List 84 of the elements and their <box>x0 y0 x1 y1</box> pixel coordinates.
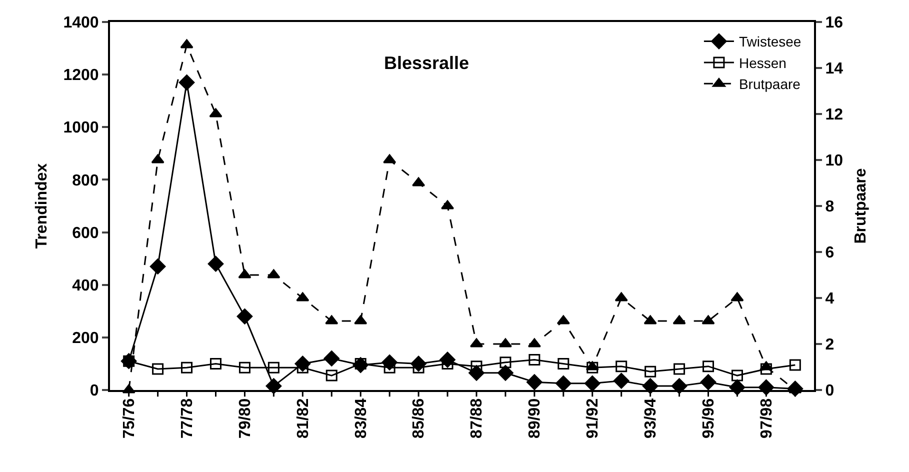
point <box>267 269 280 278</box>
point <box>528 354 540 366</box>
x-tick-label: 85/86 <box>410 398 428 438</box>
y-tick-label: 1400 <box>63 14 99 32</box>
point <box>209 108 222 118</box>
point <box>383 154 396 164</box>
point <box>702 360 714 372</box>
point <box>210 358 222 370</box>
y2-tick-label: 12 <box>825 106 844 124</box>
point <box>150 258 166 274</box>
y-tick-label: 200 <box>72 330 99 348</box>
x-tick-label: 93/94 <box>642 398 660 438</box>
x-tick-label: 81/82 <box>294 398 312 438</box>
y2-tick-label: 14 <box>825 60 844 78</box>
point <box>526 374 542 390</box>
y-tick-label: 1200 <box>63 67 99 84</box>
point <box>208 256 224 272</box>
point <box>528 338 541 348</box>
y2-tick-label: 2 <box>825 336 834 354</box>
point <box>500 356 512 368</box>
point <box>498 338 512 348</box>
point <box>470 360 482 372</box>
legend-label: Twistesee <box>738 34 802 50</box>
y-tick-label: 400 <box>72 277 99 294</box>
y2-tick-label: 4 <box>825 290 834 308</box>
point <box>326 370 338 382</box>
point <box>324 350 340 366</box>
y-tick-label: 800 <box>72 172 99 190</box>
point <box>700 374 716 390</box>
x-tick-label: 87/88 <box>468 398 486 438</box>
point <box>151 154 164 164</box>
x-tick-label: 89/90 <box>526 398 544 438</box>
point <box>730 292 744 302</box>
y2-tick-label: 10 <box>825 152 844 170</box>
point <box>614 292 628 302</box>
point <box>325 315 338 324</box>
point <box>674 363 686 375</box>
point <box>238 362 250 374</box>
point <box>268 362 280 374</box>
y2-tick-label: 8 <box>825 198 834 216</box>
point <box>613 372 630 389</box>
point <box>296 292 310 302</box>
x-tick-label: 77/78 <box>178 398 196 438</box>
point <box>178 74 195 90</box>
point <box>642 378 658 394</box>
y-axis-title: Trendindex <box>34 163 51 249</box>
point <box>702 315 715 324</box>
point <box>760 363 772 375</box>
y-tick-label: 0 <box>90 382 99 400</box>
text: Blessralle <box>384 53 470 73</box>
point <box>644 366 656 378</box>
point <box>556 315 570 324</box>
point <box>760 361 773 370</box>
point <box>644 315 657 324</box>
legend-label: Brutpaare <box>738 76 801 92</box>
point <box>731 370 743 382</box>
legend-label: Hessen <box>738 54 786 71</box>
x-tick-label: 75/76 <box>121 398 138 438</box>
point <box>758 379 774 396</box>
point <box>236 308 253 324</box>
x-tick-label: 95/96 <box>700 398 718 438</box>
point <box>238 269 252 278</box>
point <box>616 360 628 372</box>
y-tick-label: 600 <box>72 224 99 242</box>
x-tick-label: 79/80 <box>236 398 254 438</box>
point <box>556 376 572 392</box>
y2-tick-label: 0 <box>825 382 834 400</box>
point <box>584 376 600 392</box>
x-tick-label: 91/92 <box>584 398 602 438</box>
y2-tick-label: 6 <box>825 244 834 262</box>
point <box>558 358 570 370</box>
point <box>354 315 368 324</box>
x-tick-label: 97/98 <box>758 398 776 438</box>
x-tick-label: 83/84 <box>352 398 370 438</box>
point <box>672 315 686 324</box>
y2-axis-title: Brutpaare <box>852 168 870 244</box>
point <box>181 362 193 374</box>
point <box>412 177 426 186</box>
point <box>498 365 514 381</box>
point <box>152 363 164 375</box>
y2-tick-label: 16 <box>825 14 844 32</box>
y-tick-label: 1000 <box>63 120 99 137</box>
point <box>180 39 194 48</box>
point <box>789 359 801 371</box>
